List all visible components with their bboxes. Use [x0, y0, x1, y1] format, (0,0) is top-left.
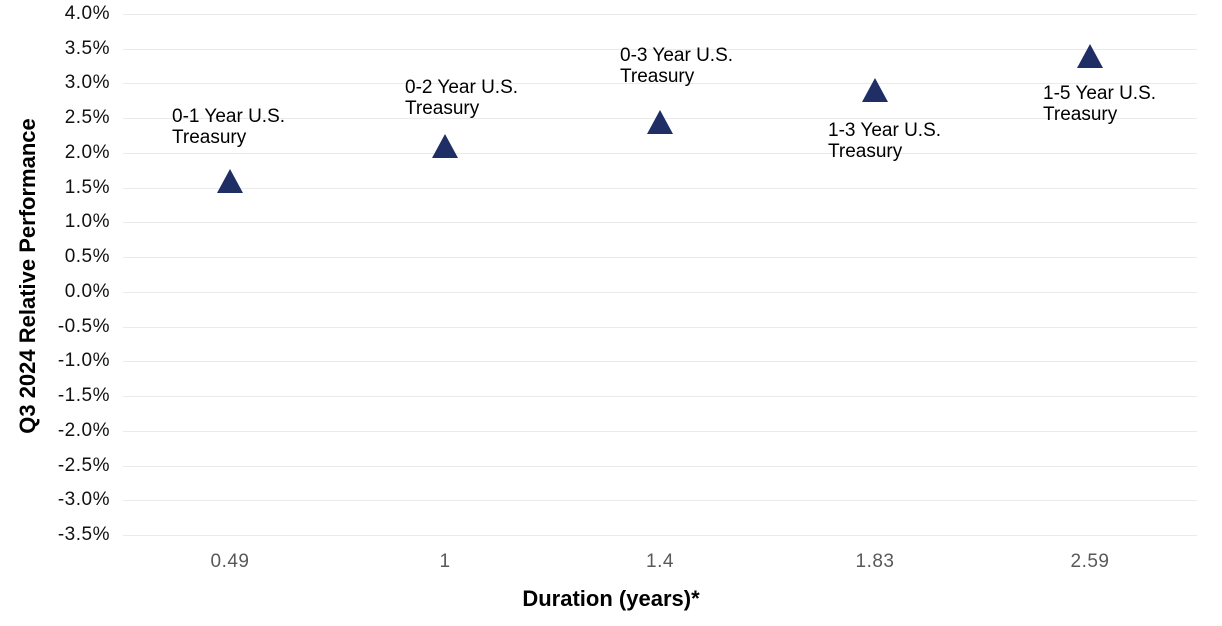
- horizontal-gridline: [123, 257, 1197, 258]
- horizontal-gridline: [123, 535, 1197, 536]
- x-axis-tick-label: 0.49: [210, 551, 250, 572]
- data-point-triangle-marker: [217, 169, 243, 193]
- y-axis-tick-label: 2.0%: [64, 142, 110, 163]
- x-axis-tick-label: 1.4: [646, 551, 674, 572]
- horizontal-gridline: [123, 327, 1197, 328]
- y-axis-tick-label: -2.0%: [57, 420, 110, 441]
- y-axis-tick-label: -1.0%: [57, 350, 110, 371]
- y-axis-tick-label: 2.5%: [64, 107, 110, 128]
- y-axis-tick-label: 1.0%: [64, 211, 110, 232]
- data-point-triangle-marker: [432, 134, 458, 158]
- horizontal-gridline: [123, 49, 1197, 50]
- data-point-triangle-marker: [1077, 44, 1103, 68]
- data-point-label: 0-1 Year U.S. Treasury: [172, 106, 286, 148]
- data-point-triangle-marker: [862, 78, 888, 102]
- horizontal-gridline: [123, 466, 1197, 467]
- y-axis-tick-label: -0.5%: [57, 316, 110, 337]
- data-point-triangle-marker: [647, 110, 673, 134]
- y-axis-tick-label: 0.5%: [64, 246, 110, 267]
- horizontal-gridline: [123, 292, 1197, 293]
- horizontal-gridline: [123, 83, 1197, 84]
- data-point-label: 1-3 Year U.S. Treasury: [828, 120, 942, 162]
- data-point-label: 1-5 Year U.S. Treasury: [1043, 83, 1157, 125]
- y-axis-tick-label: 4.0%: [64, 3, 110, 24]
- y-axis-tick-label: -3.5%: [57, 524, 110, 545]
- x-axis-tick-label: 1: [439, 551, 451, 572]
- horizontal-gridline: [123, 14, 1197, 15]
- data-point-label: 0-3 Year U.S. Treasury: [620, 45, 734, 87]
- y-axis-tick-label: 1.5%: [64, 177, 110, 198]
- horizontal-gridline: [123, 222, 1197, 223]
- horizontal-gridline: [123, 361, 1197, 362]
- y-axis-tick-label: -1.5%: [57, 385, 110, 406]
- data-point-label: 0-2 Year U.S. Treasury: [405, 77, 519, 119]
- horizontal-gridline: [123, 188, 1197, 189]
- horizontal-gridline: [123, 396, 1197, 397]
- horizontal-gridline: [123, 153, 1197, 154]
- horizontal-gridline: [123, 431, 1197, 432]
- x-axis-title: Duration (years)*: [522, 586, 700, 611]
- y-axis-tick-label: -2.5%: [57, 455, 110, 476]
- y-axis-tick-label: 0.0%: [64, 281, 110, 302]
- y-axis-tick-label: 3.5%: [64, 38, 110, 59]
- horizontal-gridline: [123, 500, 1197, 501]
- x-axis-tick-label: 2.59: [1070, 551, 1110, 572]
- y-axis-tick-label: -3.0%: [57, 489, 110, 510]
- x-axis-tick-label: 1.83: [855, 551, 895, 572]
- y-axis-tick-label: 3.0%: [64, 72, 110, 93]
